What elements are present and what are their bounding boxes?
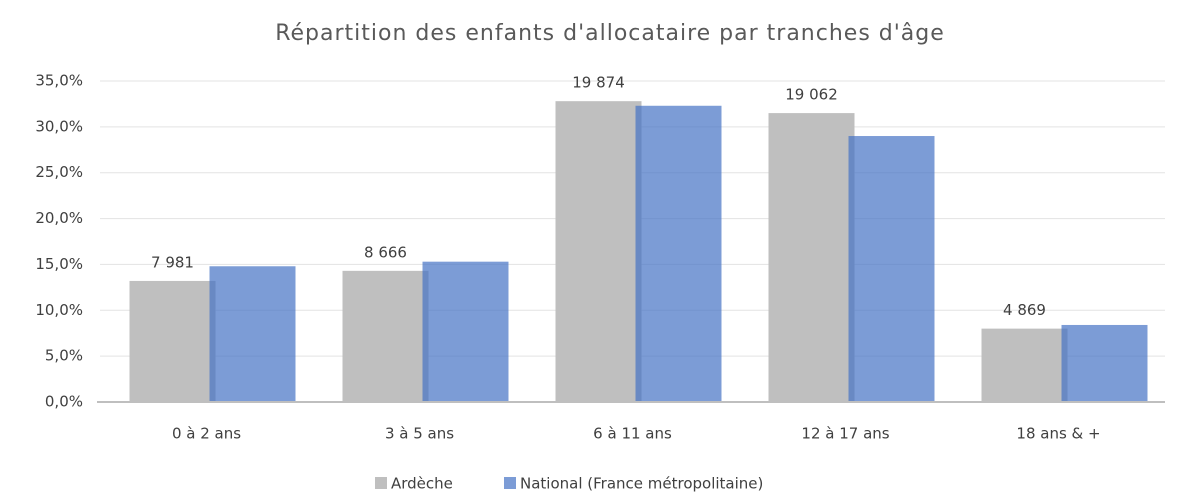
y-tick-label: 35,0% (35, 72, 83, 90)
data-label: 8 666 (364, 243, 407, 261)
bar (129, 280, 216, 402)
bar (635, 105, 722, 403)
legend-label: Ardèche (391, 475, 453, 493)
x-tick-label: 3 à 5 ans (385, 425, 454, 443)
bar (342, 270, 429, 402)
bar (555, 101, 642, 403)
legend-label: National (France métropolitaine) (520, 475, 763, 493)
y-tick-label: 20,0% (35, 209, 83, 227)
y-tick-label: 5,0% (45, 347, 83, 365)
bar (422, 261, 509, 402)
bar (1061, 324, 1148, 402)
legend-swatch (504, 477, 516, 489)
data-label: 19 062 (785, 86, 838, 104)
x-tick-label: 0 à 2 ans (172, 425, 241, 443)
y-tick-label: 25,0% (35, 163, 83, 181)
y-tick-label: 15,0% (35, 255, 83, 273)
bar (981, 328, 1068, 402)
x-tick-label: 18 ans & + (1016, 425, 1100, 443)
x-tick-label: 12 à 17 ans (801, 425, 889, 443)
data-label: 19 874 (572, 74, 625, 92)
bar (848, 136, 935, 402)
y-tick-label: 10,0% (35, 301, 83, 319)
x-tick-label: 6 à 11 ans (593, 425, 672, 443)
y-tick-label: 0,0% (45, 393, 83, 411)
data-label: 7 981 (151, 253, 194, 271)
data-label: 4 869 (1003, 301, 1046, 319)
legend-swatch (375, 477, 387, 489)
bar (209, 266, 296, 402)
chart-title: Répartition des enfants d'allocataire pa… (275, 21, 945, 46)
y-tick-label: 30,0% (35, 117, 83, 135)
bar (768, 113, 855, 402)
